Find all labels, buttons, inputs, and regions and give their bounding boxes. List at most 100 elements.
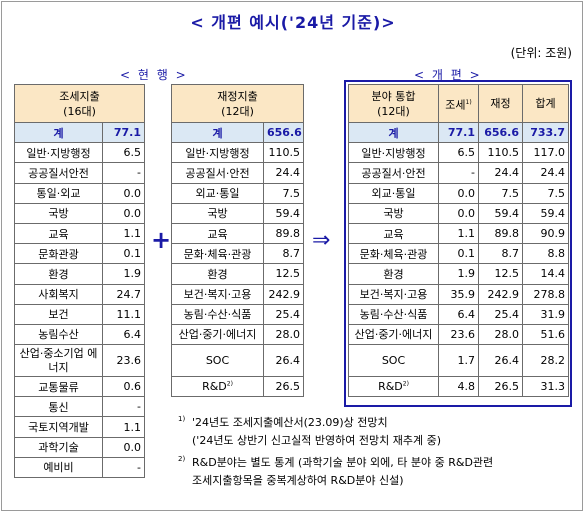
- table-row: 환경 12.5: [171, 263, 305, 285]
- category-label: 외교·통일: [371, 187, 416, 201]
- fiscal-amount-cell: 59.4: [478, 202, 523, 224]
- table-row: R&D2) 26.5: [171, 376, 305, 398]
- header-title: 조세지출: [59, 89, 100, 103]
- category-name: 환경: [14, 263, 103, 285]
- amount-cell: 11.1: [101, 303, 146, 325]
- category-label: 농림·수산·식품: [183, 308, 252, 322]
- fiscal-expenditure-table: 재정지출 (12대) 계 656.6 일반·지방행정 110.5 공공질서·안전 24.4…: [170, 84, 305, 398]
- sum-amount-cell: 117.0: [522, 142, 569, 164]
- category-name: 환경: [348, 263, 439, 285]
- fiscal-amount-cell: 12.5: [478, 263, 523, 285]
- category-name: 사회복지: [14, 283, 103, 305]
- category-label: 교육: [48, 227, 69, 241]
- amount-cell: 24.4: [262, 162, 305, 184]
- category-label: 교통물류: [38, 380, 79, 394]
- amount-cell: 59.4: [262, 202, 305, 224]
- sum-amount-cell: 90.9: [522, 222, 569, 245]
- category-name: 공공질서·안전: [171, 162, 264, 184]
- category-name: 일반·지방행정: [348, 142, 439, 164]
- category-name: 과학기술: [14, 436, 103, 458]
- amount-cell: 12.5: [262, 263, 305, 285]
- table-row: 문화·체육·관광 0.1 8.7 8.8: [348, 243, 569, 265]
- table-row: 공공질서안전 -: [14, 162, 146, 184]
- category-label: 교육: [383, 227, 404, 241]
- fiscal-amount-cell: 8.7: [478, 243, 523, 265]
- category-label: 국방: [383, 207, 404, 221]
- category-name: 농림·수산·식품: [348, 303, 439, 325]
- category-name: 계: [348, 121, 439, 144]
- footnote-ref: 2): [402, 380, 409, 388]
- footnote-mark: 1): [178, 415, 186, 423]
- category-name: 국방: [14, 202, 103, 224]
- category-label: 일반·지방행정: [26, 146, 91, 160]
- category-name: 공공질서안전: [14, 162, 103, 184]
- table-row: 교육 1.1: [14, 222, 146, 245]
- fiscal-amount-cell: 656.6: [478, 121, 523, 144]
- category-label: 환경: [207, 267, 228, 281]
- category-label: 환경: [48, 267, 69, 281]
- table-row: 보건·복지·고용 242.9: [171, 283, 305, 305]
- sum-amount-cell: 59.4: [522, 202, 569, 224]
- plus-sign: +: [151, 226, 172, 254]
- category-label: 사회복지: [38, 288, 79, 302]
- amount-cell: 24.7: [101, 283, 146, 305]
- amount-cell: -: [101, 396, 146, 418]
- category-label: 보건: [48, 308, 69, 322]
- table-row: 사회복지 24.7: [14, 283, 146, 305]
- section-label-current: < 현 행 >: [120, 68, 188, 82]
- category-label: 국토지역개발: [28, 421, 89, 435]
- footnote-text: 조세지출항목을 중복계상하여 R&D분야 신설): [192, 474, 404, 487]
- category-name: 국방: [171, 202, 264, 224]
- sum-amount-cell: 7.5: [522, 182, 569, 204]
- sum-amount-cell: 31.3: [522, 376, 569, 398]
- category-label: 농림수산: [38, 328, 79, 342]
- category-name: 교통물류: [14, 376, 103, 398]
- amount-cell: 656.6: [262, 121, 305, 144]
- category-name: 국방: [348, 202, 439, 224]
- footnote-text: R&D분야는 별도 통계 (과학기술 분야 외에, 타 분야 중 R&D관련: [192, 456, 494, 469]
- category-name: 계: [171, 121, 264, 144]
- category-label: 환경: [383, 267, 404, 281]
- category-label: 공공질서·안전: [185, 166, 250, 180]
- category-label: 통일·외교: [36, 187, 81, 201]
- category-label: 예비비: [43, 461, 74, 475]
- tax-amount-cell: 77.1: [438, 121, 479, 144]
- tax-amount-cell: 1.7: [438, 344, 479, 378]
- sum-amount-cell: 28.2: [522, 344, 569, 378]
- total-row: 계 77.1: [14, 121, 146, 144]
- category-name: 통신: [14, 396, 103, 418]
- table-row: 교통물류 0.6: [14, 376, 146, 398]
- tax-expenditure-header: 조세지출 (16대): [13, 84, 146, 123]
- table-row: SOC 26.4: [171, 344, 305, 378]
- table-row: 국방 0.0 59.4 59.4: [348, 202, 569, 224]
- footnote-text: ('24년도 상반기 신고실적 반영하여 전망치 재추계 중): [192, 434, 441, 447]
- table-row: 문화관광 0.1: [14, 243, 146, 265]
- amount-cell: 110.5: [262, 142, 305, 164]
- category-name: 산업·중소기업 에너지: [14, 344, 103, 378]
- sum-amount-cell: 733.7: [522, 121, 569, 144]
- amount-cell: 25.4: [262, 303, 305, 325]
- table-row: 산업·중소기업 에너지 23.6: [14, 344, 146, 378]
- category-name: 일반·지방행정: [171, 142, 264, 164]
- category-name: R&D2): [171, 376, 264, 398]
- tax-amount-cell: 0.1: [438, 243, 479, 265]
- category-name: 문화·체육·관광: [171, 243, 264, 265]
- amount-cell: 0.0: [101, 182, 146, 204]
- table-row: 환경 1.9 12.5 14.4: [348, 263, 569, 285]
- category-name: SOC: [171, 344, 264, 378]
- arrow-sign: ⇒: [312, 228, 331, 253]
- table-row: 공공질서·안전 -24.4 24.4: [348, 162, 569, 184]
- category-label: 문화·체육·관광: [183, 247, 252, 261]
- amount-cell: 7.5: [262, 182, 305, 204]
- amount-cell: 0.1: [101, 243, 146, 265]
- unit-note: (단위: 조원): [510, 46, 572, 60]
- table-row: 농림수산 6.4: [14, 323, 146, 346]
- reform-highlight-box: [344, 80, 572, 407]
- category-name: 외교·통일: [348, 182, 439, 204]
- header-subtitle: (12대): [221, 104, 254, 118]
- category-label: 계: [388, 126, 399, 140]
- amount-cell: 6.4: [101, 323, 146, 346]
- amount-cell: -: [101, 162, 146, 184]
- category-label: SOC: [205, 353, 230, 367]
- category-label: 국방: [48, 207, 69, 221]
